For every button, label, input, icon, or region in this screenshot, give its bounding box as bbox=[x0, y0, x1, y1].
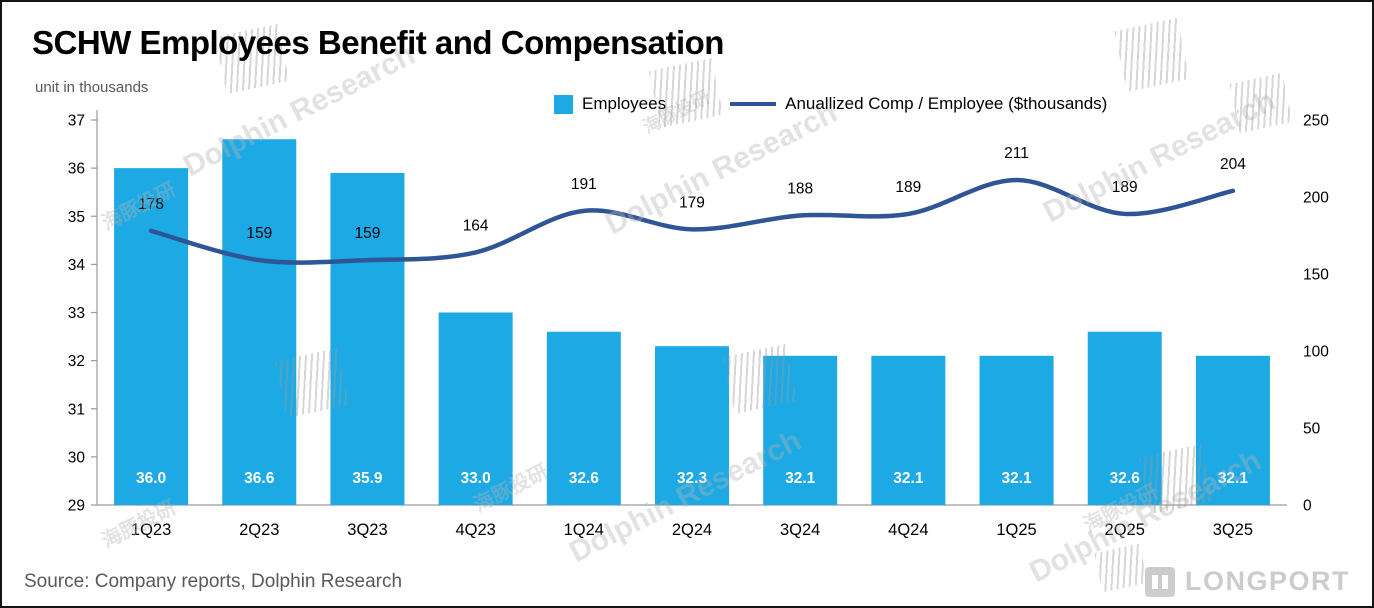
line-value-label: 191 bbox=[571, 176, 597, 193]
left-axis-tick-label: 30 bbox=[68, 449, 86, 466]
x-axis-category-label: 1Q25 bbox=[996, 521, 1036, 539]
comp-line bbox=[148, 177, 1236, 265]
x-axis-category-label: 3Q23 bbox=[347, 521, 387, 539]
left-axis-tick-label: 34 bbox=[68, 257, 86, 274]
right-axis-tick-label: 200 bbox=[1303, 190, 1329, 207]
right-axis-tick-label: 250 bbox=[1303, 113, 1329, 130]
x-axis-category-label: 3Q24 bbox=[780, 521, 820, 539]
employee-bar bbox=[979, 355, 1054, 505]
left-axis-tick-label: 37 bbox=[68, 113, 85, 130]
left-axis-tick-label: 36 bbox=[68, 161, 85, 178]
employee-bar bbox=[763, 355, 838, 505]
legend-item-employees: Employees bbox=[554, 94, 666, 114]
line-value-label: 178 bbox=[138, 196, 164, 213]
bar-value-label: 32.3 bbox=[677, 470, 708, 487]
legend: Employees Anuallized Comp / Employee ($t… bbox=[554, 94, 1107, 114]
chart-title: SCHW Employees Benefit and Compensation bbox=[32, 24, 724, 61]
x-axis-category-label: 1Q24 bbox=[564, 521, 604, 539]
legend-label-employees: Employees bbox=[582, 94, 667, 113]
bar-value-label: 36.6 bbox=[244, 470, 275, 487]
line-value-label: 211 bbox=[1004, 145, 1029, 162]
line-value-label: 179 bbox=[679, 194, 705, 211]
bar-value-label: 32.1 bbox=[893, 470, 924, 487]
line-value-label: 204 bbox=[1220, 156, 1246, 173]
right-axis-tick-label: 0 bbox=[1303, 498, 1312, 515]
left-axis-tick-label: 33 bbox=[68, 305, 85, 322]
bar-value-label: 32.1 bbox=[1001, 470, 1032, 487]
bar-value-label: 33.0 bbox=[461, 470, 491, 487]
employee-bar bbox=[1195, 355, 1270, 505]
bar-value-label: 32.1 bbox=[785, 470, 816, 487]
right-axis-tick-label: 50 bbox=[1303, 421, 1321, 438]
line-value-label: 189 bbox=[895, 179, 921, 196]
right-axis-tick-label: 150 bbox=[1303, 267, 1329, 284]
left-axis-tick-label: 31 bbox=[68, 401, 85, 418]
source-note: Source: Company reports, Dolphin Researc… bbox=[24, 571, 403, 592]
longport-logo: LONGPORT bbox=[1145, 566, 1350, 597]
x-axis-category-label: 3Q25 bbox=[1213, 521, 1253, 539]
employee-bar bbox=[1087, 331, 1162, 505]
employee-bar bbox=[330, 172, 405, 505]
left-axis-tick-label: 32 bbox=[68, 353, 85, 370]
bar-value-label: 32.6 bbox=[1110, 470, 1141, 487]
legend-label-comp: Anuallized Comp / Employee ($thousands) bbox=[785, 94, 1108, 113]
left-axis-tick-label: 35 bbox=[68, 209, 85, 226]
longport-logo-icon bbox=[1145, 566, 1175, 597]
legend-item-comp: Anuallized Comp / Employee ($thousands) bbox=[730, 94, 1107, 114]
line-value-label: 189 bbox=[1112, 179, 1138, 196]
employee-bar bbox=[546, 331, 621, 505]
bar-series-swatch bbox=[554, 94, 573, 114]
x-axis-category-label: 4Q23 bbox=[455, 521, 495, 539]
x-axis-category-label: 1Q23 bbox=[131, 521, 171, 539]
longport-logo-text: LONGPORT bbox=[1185, 566, 1350, 596]
bar-value-label: 32.1 bbox=[1218, 470, 1249, 487]
x-axis-category-label: 2Q23 bbox=[239, 521, 279, 539]
right-axis-tick-label: 100 bbox=[1303, 344, 1329, 361]
x-axis-category-label: 2Q24 bbox=[672, 521, 712, 539]
line-value-label: 164 bbox=[463, 217, 489, 234]
line-series-swatch bbox=[730, 102, 777, 106]
line-value-label: 159 bbox=[355, 225, 381, 242]
employee-bar bbox=[222, 139, 297, 505]
employee-bar bbox=[655, 346, 729, 505]
employee-bar bbox=[114, 168, 189, 505]
line-value-label: 159 bbox=[246, 225, 272, 242]
bar-value-label: 32.6 bbox=[569, 470, 600, 487]
bar-value-label: 35.9 bbox=[352, 470, 383, 487]
left-axis-tick-label: 29 bbox=[68, 498, 85, 515]
x-axis-category-label: 2Q25 bbox=[1105, 521, 1145, 539]
employee-bar bbox=[871, 355, 946, 505]
employee-bar bbox=[438, 312, 513, 505]
line-value-label: 188 bbox=[787, 180, 813, 197]
bar-value-label: 36.0 bbox=[136, 470, 166, 487]
x-axis-category-label: 4Q24 bbox=[888, 521, 928, 539]
unit-label: unit in thousands bbox=[35, 79, 149, 96]
